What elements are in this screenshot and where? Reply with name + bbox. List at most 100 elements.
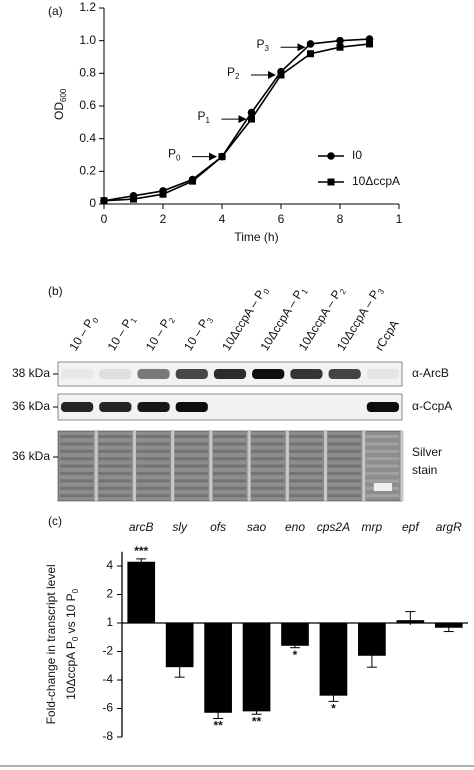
point (159, 190, 167, 198)
silver-band (136, 479, 170, 483)
category-label: sao (247, 520, 267, 534)
silver-band (60, 457, 94, 461)
y-tick-label: 1 (106, 615, 113, 629)
silver-band (251, 494, 285, 498)
point (336, 36, 344, 45)
annotation-label-sub: 0 (176, 154, 181, 163)
y-tick-label: 1.2 (79, 0, 96, 14)
y-tick-label: 0.8 (79, 66, 96, 80)
y-label-part: 10ΔccpA P (64, 641, 78, 700)
silver-band (327, 442, 361, 446)
category-label: argR (436, 520, 462, 534)
panel-label: (c) (48, 514, 62, 528)
annotation-label: P3 (257, 37, 270, 53)
bar (242, 623, 271, 712)
point (306, 40, 315, 48)
size-marker: 38 kDa (12, 366, 50, 380)
x-axis-label: Time (h) (234, 230, 278, 244)
silver-band (251, 479, 285, 483)
y-tick-label: 0.6 (79, 98, 96, 112)
category-label: epf (402, 520, 420, 534)
band (175, 402, 208, 412)
silver-band (251, 486, 285, 490)
annotation-label-main: P (168, 147, 176, 161)
significance: *** (134, 544, 148, 558)
point (248, 115, 255, 123)
silver-band (60, 449, 94, 453)
silver-band (327, 464, 361, 468)
silver-band (251, 472, 285, 475)
silver-band (98, 464, 132, 468)
lane-label-sub: 1 (300, 287, 310, 296)
lane-label-sub: 2 (167, 316, 177, 325)
category-label: cps2A (317, 520, 350, 534)
silver-band (98, 442, 132, 446)
x-tick-label: 2 (160, 212, 167, 226)
y-axis-label-2: 10ΔccpA P0 vs 10 P0 (64, 588, 80, 700)
lane-separator (209, 431, 213, 501)
y-axis-label-sub: 600 (59, 88, 68, 102)
category-label: eno (285, 520, 305, 534)
band (61, 402, 94, 412)
silver-band (251, 435, 285, 438)
significance: ** (252, 714, 262, 728)
annotation-label-main: P (257, 37, 265, 51)
y-tick-label: 0.2 (79, 164, 96, 178)
silver-band (327, 457, 361, 461)
point (130, 195, 137, 203)
silver-band (60, 494, 94, 498)
significance: * (293, 648, 298, 662)
silver-spot (373, 483, 392, 491)
significance: * (331, 702, 336, 716)
silver-band (289, 494, 323, 498)
silver-band (327, 449, 361, 453)
silver-band (174, 494, 208, 498)
y-axis-label-main: OD (52, 102, 66, 120)
annotation-label: P1 (198, 109, 211, 125)
silver-band (136, 486, 170, 490)
silver-band (365, 479, 399, 483)
silver-band (327, 472, 361, 475)
silver-band (136, 457, 170, 461)
panel-label: (a) (48, 4, 63, 18)
x-tick-label: 1 (396, 212, 403, 226)
lane-label: 10 – P2 (143, 312, 178, 354)
silver-band (212, 464, 247, 468)
silver-band (365, 472, 399, 475)
x-tick-label: 4 (219, 212, 226, 226)
silver-band (289, 449, 323, 453)
silver-band (365, 457, 399, 461)
y-tick-label: 1.0 (79, 33, 96, 47)
series-line (103, 43, 370, 202)
annotation-label: P2 (227, 65, 240, 81)
point (366, 40, 373, 48)
silver-band (60, 472, 94, 475)
bar (319, 623, 348, 696)
x-tick-label: 6 (278, 212, 285, 226)
point (307, 50, 314, 58)
category-label: arcB (129, 520, 154, 534)
y-tick-label: 2 (106, 587, 113, 601)
panel-label: (b) (48, 284, 63, 298)
silver-band (289, 442, 323, 446)
category-label: sly (172, 520, 188, 534)
series-line (103, 38, 370, 202)
band (175, 369, 208, 379)
band (290, 369, 323, 379)
lane-separator (362, 431, 366, 501)
bar (281, 623, 309, 646)
silver-band (98, 435, 132, 438)
legend-marker (327, 152, 335, 160)
y-label-part: vs 10 P (64, 593, 78, 636)
silver-band (174, 457, 208, 461)
lane-label-main: rCcpA (372, 318, 402, 354)
silver-band (212, 449, 247, 453)
silver-band (60, 486, 94, 490)
silver-band (174, 464, 208, 468)
silver-band (212, 479, 247, 483)
silver-band (60, 464, 94, 468)
silver-band (289, 472, 323, 475)
y-tick-label: 4 (106, 558, 113, 572)
lane-label: 10 – P3 (181, 312, 216, 354)
lane-separator (247, 431, 251, 501)
